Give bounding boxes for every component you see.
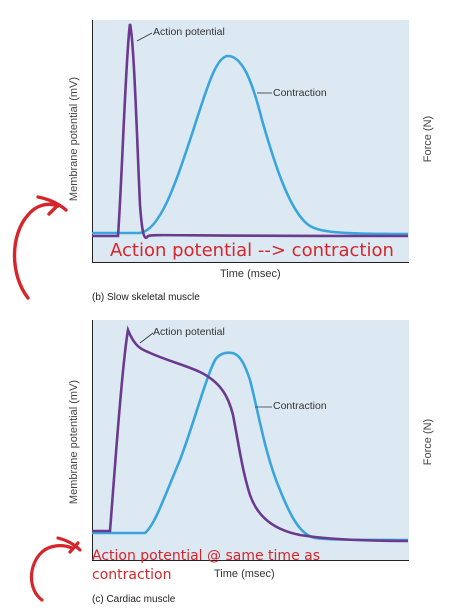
panel-b-handwritten-note: Action potential --> contraction: [110, 240, 394, 261]
panel-b-x-axis-label: Time (msec): [220, 268, 281, 280]
panel-c-contraction-curve: [92, 351, 409, 542]
panel-c-x-axis-label: Time (msec): [214, 568, 275, 580]
panel-c-hand-arrow: [29, 536, 82, 602]
panel-b-action-potential-curve: [92, 23, 409, 239]
slow-skeletal-panel: [92, 20, 409, 263]
panel-c-action-potential-label: Action potential: [153, 326, 225, 338]
panel-c-caption: (c) Cardiac muscle: [92, 594, 176, 605]
panel-c-handwritten-note-line2: contraction: [92, 567, 172, 583]
cardiac-panel: [92, 320, 409, 561]
panel-c-action-potential-curve: [92, 325, 409, 543]
panel-b-action-potential-label: Action potential: [153, 26, 225, 38]
panel-b-contraction-label: Contraction: [273, 87, 327, 99]
panel-b-hand-arrow: [12, 195, 68, 300]
panel-b-ap-leader: [136, 32, 153, 42]
panel-c-contraction-label: Contraction: [273, 400, 327, 412]
panel-b-contraction-curve: [92, 54, 409, 236]
panel-c-ap-leader: [139, 332, 154, 344]
panel-b-caption: (b) Slow skeletal muscle: [92, 292, 200, 303]
panel-c-handwritten-note-line1: Action potential @ same time as: [92, 548, 320, 564]
